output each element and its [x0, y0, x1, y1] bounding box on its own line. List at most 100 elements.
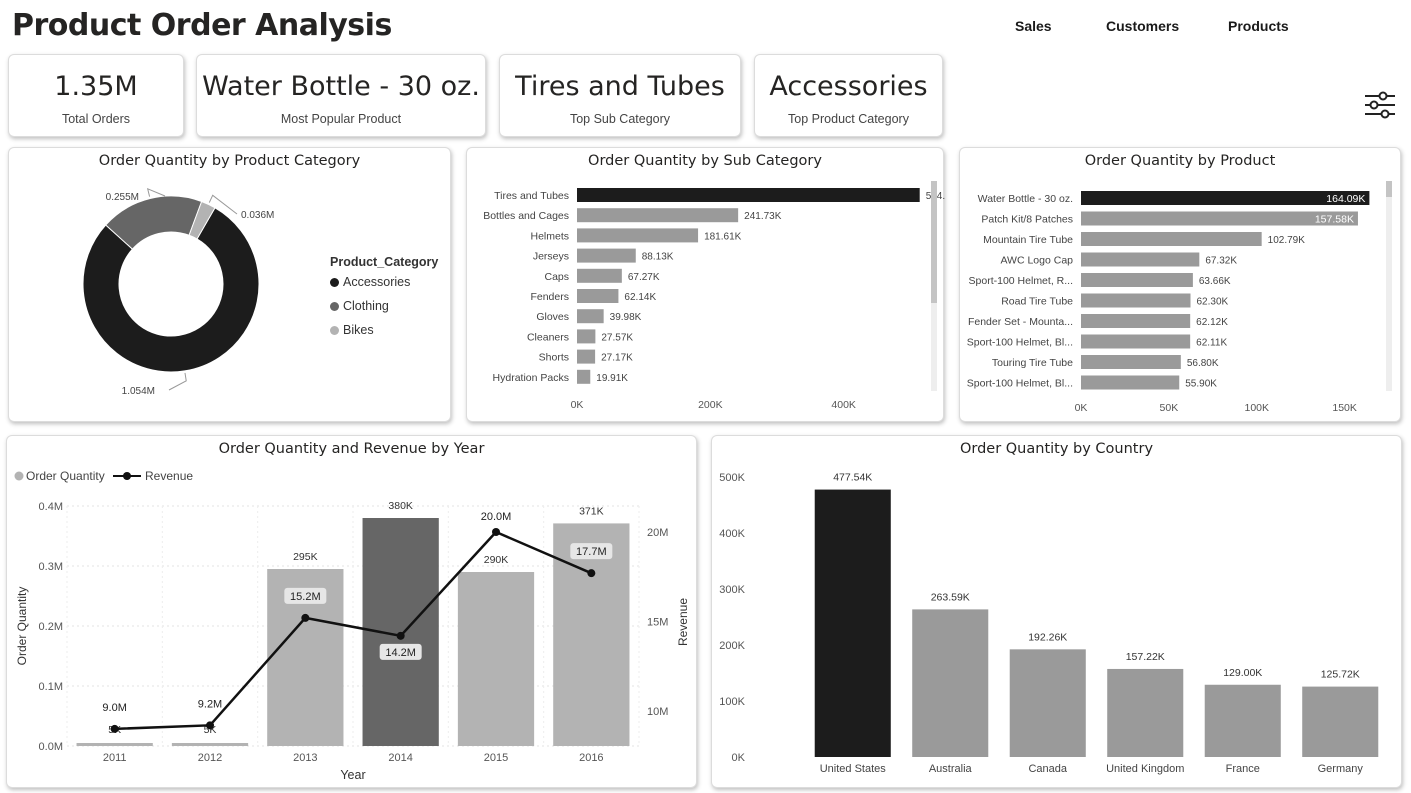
bar-data-label: 371K	[579, 505, 604, 517]
bar-data-label: 380K	[388, 500, 413, 512]
category-label: Sport-100 Helmet, R...	[969, 275, 1073, 287]
data-label: 157.22K	[1126, 651, 1165, 663]
legend-item-bikes[interactable]: Bikes	[330, 323, 374, 337]
bar	[577, 268, 622, 283]
bar	[1081, 334, 1191, 349]
x-tick-label: 2015	[484, 752, 508, 764]
category-label: Jerseys	[533, 251, 569, 263]
category-label: Sport-100 Helmet, Bl...	[967, 337, 1073, 349]
data-label: 0.036M	[241, 210, 274, 221]
data-label: 129.00K	[1223, 667, 1262, 679]
data-label: 164.09K	[1326, 193, 1365, 205]
x-tick-label: 200K	[698, 399, 723, 411]
scrollbar-thumb	[931, 181, 937, 303]
x-tick-label: 2016	[579, 752, 603, 764]
category-label: AWC Logo Cap	[1000, 255, 1073, 267]
category-label: Patch Kit/8 Patches	[981, 214, 1073, 226]
bar	[1302, 686, 1379, 757]
donut-slice-accessories	[82, 207, 260, 373]
data-label: 67.27K	[628, 272, 660, 283]
legend-dot	[330, 302, 339, 311]
nav-products[interactable]: Products	[1228, 18, 1289, 34]
x-tick-label: 400K	[831, 399, 856, 411]
card-country-bars: Order Quantity by Country 0K 100K 200K 300K…	[711, 435, 1402, 788]
category-label: Helmets	[530, 230, 569, 242]
bar	[1081, 355, 1181, 369]
category-label: Fenders	[530, 291, 569, 303]
data-label: 67.32K	[1205, 256, 1237, 267]
y-tick-label: 400K	[719, 528, 745, 540]
page-title: Product Order Analysis	[12, 8, 392, 43]
data-label: 157.58K	[1315, 214, 1354, 226]
y-axis-title: Order Quantity	[15, 587, 29, 666]
revenue-data-label: 9.2M	[198, 698, 222, 710]
legend-item-accessories[interactable]: Accessories	[330, 275, 410, 289]
data-label: 102.79K	[1268, 235, 1306, 246]
category-label: Mountain Tire Tube	[983, 234, 1073, 246]
nav-sales[interactable]: Sales	[1015, 18, 1052, 34]
revenue-line	[114, 530, 592, 731]
y-tick-label: 100K	[719, 696, 745, 708]
bar	[912, 609, 989, 757]
data-label: 19.91K	[596, 373, 628, 384]
legend-item-clothing[interactable]: Clothing	[330, 299, 389, 313]
kpi-value: Accessories	[769, 71, 928, 102]
revenue-data-label: 9.0M	[102, 702, 126, 714]
x-tick-label: 50K	[1160, 402, 1179, 414]
subcategory-bar-chart: Tires and Tubes514.05KBottles and Cages2…	[483, 181, 945, 411]
kpi-label: Top Product Category	[788, 112, 909, 126]
x-tick-label: 2012	[198, 752, 222, 764]
kpi-value: Water Bottle - 30 oz.	[202, 71, 480, 102]
chart-title: Order Quantity by Product Category	[98, 153, 361, 169]
donut-slice-bikes	[188, 200, 216, 240]
legend-title: Product_Category	[330, 255, 439, 269]
kpi-total-orders: 1.35M Total Orders	[8, 54, 184, 137]
revenue-data-label: 17.7M	[576, 546, 607, 558]
bar	[1107, 668, 1184, 757]
x-tick-label: United States	[820, 763, 887, 775]
revenue-point	[301, 613, 310, 622]
data-label: 241.73K	[744, 211, 782, 222]
bar	[457, 572, 535, 746]
card-subcategory-bars: Order Quantity by Sub Category Tires and…	[466, 147, 945, 422]
legend-label: Accessories	[343, 275, 411, 289]
bar	[1009, 649, 1086, 757]
bar	[1081, 293, 1191, 308]
data-label: 62.11K	[1196, 338, 1227, 349]
product-bar-chart: Water Bottle - 30 oz. 164.09K Patch Kit/8 …	[967, 181, 1392, 414]
data-label: 181.61K	[704, 231, 742, 242]
data-label: 263.59K	[931, 591, 970, 603]
data-label: 62.30K	[1196, 297, 1228, 308]
y-tick-label: 0.0M	[39, 741, 63, 753]
bar	[1081, 375, 1180, 390]
y2-tick-label: 15M	[647, 617, 668, 629]
data-label-bg	[379, 643, 422, 660]
data-label: 62.14K	[624, 292, 656, 303]
data-label: 27.57K	[601, 332, 633, 343]
category-label: Caps	[544, 271, 569, 283]
revenue-data-label: 20.0M	[481, 511, 512, 523]
y-tick-label: 200K	[719, 640, 745, 652]
donut-chart: 1.054M 0.255M 0.036M	[82, 187, 274, 397]
nav-customers[interactable]: Customers	[1106, 18, 1180, 34]
revenue-point	[396, 631, 405, 640]
bar	[577, 289, 619, 303]
y2-tick-label: 20M	[647, 527, 668, 539]
x-tick-label: Germany	[1318, 763, 1364, 775]
chart-title: Order Quantity by Sub Category	[588, 153, 822, 169]
x-tick-label: United Kingdom	[1106, 763, 1184, 775]
filter-sliders-icon[interactable]	[1363, 90, 1397, 120]
category-label: Tires and Tubes	[494, 190, 569, 202]
category-label: Fender Set - Mounta...	[968, 316, 1073, 328]
data-label-bg	[284, 587, 327, 604]
revenue-point	[587, 569, 596, 578]
bar	[577, 329, 596, 344]
y-tick-label: 0.1M	[39, 681, 63, 693]
card-product-bars: Order Quantity by Product Water Bottle -…	[959, 147, 1401, 422]
bar	[1081, 252, 1200, 267]
legend-label: Clothing	[343, 299, 389, 313]
country-bar-chart: 0K 100K 200K 300K 400K 500K 477.54K United Stat…	[719, 472, 1379, 775]
category-label: Touring Tire Tube	[992, 357, 1073, 369]
y-tick-label: 0K	[732, 752, 746, 764]
bar-data-label: 295K	[293, 551, 318, 563]
